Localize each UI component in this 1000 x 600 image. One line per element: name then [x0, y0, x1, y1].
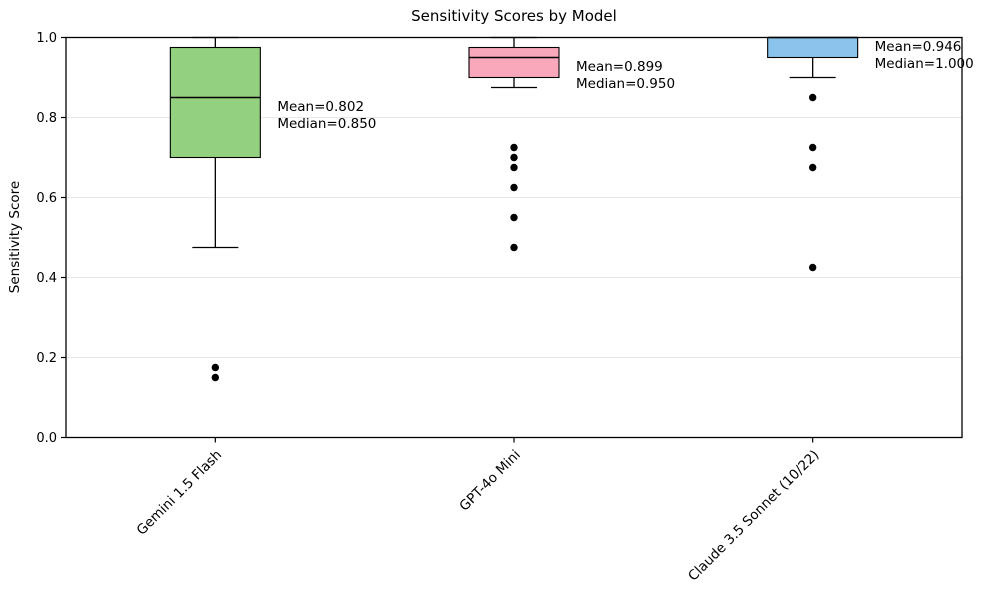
y-tick-label: 0.6 — [36, 191, 57, 206]
annotation-mean: Mean=0.802 — [277, 99, 364, 115]
outlier-point — [510, 213, 518, 222]
outlier-point — [510, 163, 518, 172]
outlier-point — [510, 183, 518, 192]
plot-frame — [65, 36, 963, 439]
annotation-median: Median=0.850 — [277, 116, 376, 132]
outlier-point — [808, 143, 817, 152]
outlier-point — [510, 153, 518, 162]
y-tick-label: 0.8 — [36, 111, 57, 126]
annotation-mean: Mean=0.946 — [875, 39, 962, 55]
plot-marks: 0.0 0.2 0.4 0.6 0.8 1.0 Gemini 1.5 Flash Mean=0… — [36, 31, 973, 584]
iqr-box — [767, 36, 859, 59]
annotation-mean: Mean=0.899 — [576, 59, 663, 75]
x-tick-label: Gemini 1.5 Flash — [134, 447, 226, 539]
y-axis-label: Sensitivity Score — [7, 181, 23, 293]
outlier-point — [808, 263, 817, 272]
y-tick-label: 0.2 — [36, 351, 57, 366]
iqr-box — [169, 46, 261, 159]
outlier-point — [211, 373, 220, 382]
outlier-point — [510, 243, 518, 252]
x-tick-label: Claude 3.5 Sonnet (10/22) — [685, 447, 822, 584]
outlier-point — [510, 143, 518, 152]
annotation-median: Median=0.950 — [576, 76, 675, 92]
x-tick-label: GPT-4o Mini — [456, 447, 523, 514]
y-tick-label: 0.4 — [36, 271, 57, 286]
outlier-point — [211, 363, 220, 372]
iqr-box — [468, 46, 560, 79]
chart-title: Sensitivity Scores by Model — [411, 7, 617, 25]
outlier-point — [808, 163, 817, 172]
outlier-point — [808, 93, 817, 102]
annotation-median: Median=1.000 — [875, 56, 974, 72]
y-tick-label: 0.0 — [36, 431, 57, 446]
y-tick-label: 1.0 — [36, 31, 57, 46]
